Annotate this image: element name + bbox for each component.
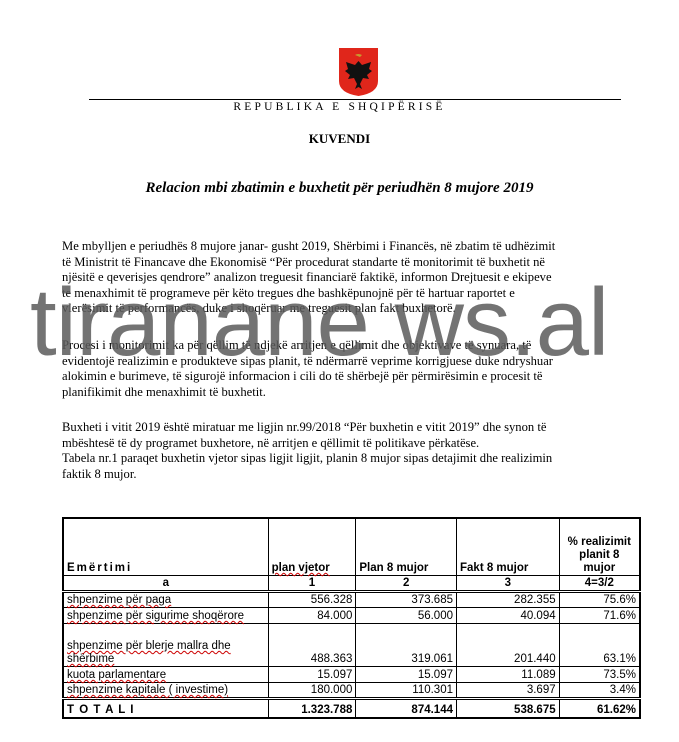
table-row: kuota parlamentare 15.097 15.097 11.089 …: [62, 666, 641, 683]
paragraph-3: Buxheti i vitit 2019 është miratuar me l…: [62, 420, 640, 482]
index-cell: a: [62, 575, 269, 593]
cell: 71.6%: [558, 607, 641, 624]
text-line: të Ministrit të Financave dhe Ekonomisë …: [62, 254, 545, 269]
republic-name: REPUBLIKA E SHQIPËRISË: [233, 101, 446, 113]
text-line: vlerësimit të performancës, duke i shoqë…: [62, 301, 456, 316]
cell: 180.000: [267, 682, 357, 699]
budget-table: Emërtimi plan vjetor Plan 8 mujor Fakt 8…: [62, 517, 641, 719]
row-label: shpenzime për paga: [62, 591, 269, 608]
cell: 373.685: [355, 591, 457, 608]
index-cell: 3: [456, 575, 560, 593]
cell: 56.000: [355, 607, 457, 624]
row-label: shpenzime kapitale ( investime): [62, 682, 269, 699]
table-row: shpenzime për paga 556.328 373.685 282.3…: [62, 591, 641, 608]
column-header: Emërtimi: [62, 517, 269, 576]
paragraph-1: Me mbylljen e periudhës 8 mujore janar- …: [62, 239, 640, 317]
index-cell: 1: [267, 575, 357, 593]
table-total-row: T O T A L I 1.323.788 874.144 538.675 61…: [62, 697, 641, 719]
index-cell: 4=3/2: [558, 575, 641, 593]
watermark: tiranane ws.al: [30, 269, 609, 376]
cell: 15.097: [355, 666, 457, 683]
column-header: % realizimit planit 8 mujor: [558, 517, 641, 576]
total-cell: 61.62%: [558, 697, 641, 719]
cell: 63.1%: [558, 623, 641, 667]
text-line: mbështesë të dy programet buxhetore, në …: [62, 435, 480, 450]
cell: 11.089: [456, 666, 560, 683]
total-cell: 1.323.788: [267, 697, 357, 719]
document-title: Relacion mbi zbatimin e buxhetit për per…: [145, 180, 534, 196]
cell: 75.6%: [558, 591, 641, 608]
text-line: evidentojë realizimin e produkteve sipas…: [62, 353, 553, 368]
text-line: Buxheti i vitit 2019 është miratuar me l…: [62, 420, 547, 434]
cell: 15.097: [267, 666, 357, 683]
table-header-row: Emërtimi plan vjetor Plan 8 mujor Fakt 8…: [62, 517, 641, 576]
text-line: te menaxhimit të programeve për këto tre…: [62, 285, 515, 300]
cell: 73.5%: [558, 666, 641, 683]
text-line: njësitë e qeverisjes qendrore” analizon …: [62, 270, 552, 285]
header-rule: [89, 99, 621, 100]
cell: 3.697: [456, 682, 560, 699]
coat-of-arms-emblem: [339, 48, 378, 96]
text-line: Procesi i monitorimit ka për qëllim të n…: [62, 338, 532, 352]
cell: 201.440: [456, 623, 560, 667]
cell: 319.061: [355, 623, 457, 667]
column-header: Plan 8 mujor: [355, 517, 457, 576]
text-line: planifikimit dhe menaxhimit të buxhetit.: [62, 384, 266, 399]
table-row: shpenzime për blerje mallra dhe shërbime…: [62, 623, 641, 667]
paragraph-2: Procesi i monitorimit ka për qëllim të n…: [62, 338, 640, 400]
total-cell: 874.144: [355, 697, 457, 719]
row-label: kuota parlamentare: [62, 666, 269, 683]
cell: 3.4%: [558, 682, 641, 699]
column-header: plan vjetor: [267, 517, 357, 576]
text-line: alokimin e burimeve, të sigurojë informa…: [62, 369, 543, 384]
index-cell: 2: [355, 575, 457, 593]
text-line: faktik 8 mujor.: [62, 466, 137, 481]
column-header: Fakt 8 mujor: [456, 517, 560, 576]
row-label: shpenzime për sigurime shoqërore: [62, 607, 269, 624]
table-index-row: a 1 2 3 4=3/2: [62, 575, 641, 593]
cell: 556.328: [267, 591, 357, 608]
cell: 110.301: [355, 682, 457, 699]
cell: 84.000: [267, 607, 357, 624]
total-label: T O T A L I: [62, 697, 269, 719]
total-cell: 538.675: [456, 697, 560, 719]
text-line: Me mbylljen e periudhës 8 mujore janar- …: [62, 239, 556, 253]
text-line: Tabela nr.1 paraqet buxhetin vjetor sipa…: [62, 451, 553, 466]
institution-name: KUVENDI: [308, 131, 371, 146]
table-row: shpenzime për sigurime shoqërore 84.000 …: [62, 607, 641, 624]
cell: 488.363: [267, 623, 357, 667]
row-label: shpenzime për blerje mallra dhe shërbime: [62, 623, 269, 667]
cell: 282.355: [456, 591, 560, 608]
table-row: shpenzime kapitale ( investime) 180.000 …: [62, 682, 641, 699]
cell: 40.094: [456, 607, 560, 624]
